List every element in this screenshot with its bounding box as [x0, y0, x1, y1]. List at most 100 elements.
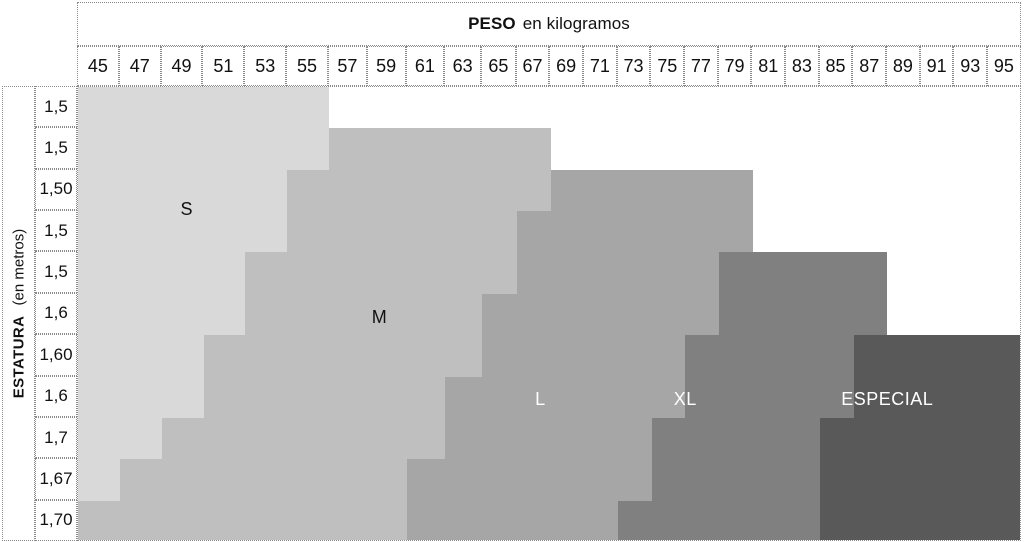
size-region-empty: [752, 169, 1020, 212]
weight-cell-53: 53: [244, 46, 287, 86]
weight-cell-87: 87: [852, 46, 887, 86]
matrix-row: [78, 376, 1020, 418]
size-region-empty: [752, 211, 1020, 253]
weight-cell-61: 61: [405, 46, 445, 86]
matrix-row: [78, 87, 1020, 129]
weight-cell-89: 89: [886, 46, 920, 86]
size-region-l: [445, 376, 686, 418]
height-cell-8: 1,7: [35, 416, 77, 459]
weight-cell-73: 73: [616, 46, 651, 86]
size-region-especial: [819, 417, 1020, 460]
weight-cell-51: 51: [202, 46, 245, 86]
size-region-m: [287, 169, 552, 212]
size-region-s: [78, 169, 288, 212]
weight-cell-85: 85: [818, 46, 853, 86]
size-region-m: [119, 459, 408, 501]
matrix-row: [78, 169, 1020, 212]
matrix-row: [78, 293, 1020, 336]
size-region-l: [516, 211, 754, 253]
matrix-row: [78, 417, 1020, 460]
size-region-xl: [718, 252, 888, 294]
size-region-m: [161, 417, 446, 460]
size-region-s: [78, 335, 205, 377]
peso-header: PESO en kilogramos: [77, 2, 1021, 46]
size-region-empty: [887, 293, 1020, 336]
size-region-xl: [617, 500, 821, 540]
size-region-m: [245, 293, 483, 336]
size-region-m: [203, 335, 483, 377]
matrix-row: [78, 128, 1020, 170]
height-cell-2: 1,50: [35, 168, 77, 211]
weight-cell-45: 45: [77, 46, 119, 86]
size-region-l: [406, 500, 619, 540]
corner-blank: [0, 0, 77, 86]
height-cell-5: 1,6: [35, 292, 77, 335]
height-cell-10: 1,70: [35, 499, 77, 541]
weight-cell-75: 75: [650, 46, 685, 86]
size-region-s: [78, 376, 205, 418]
size-region-s: [78, 211, 288, 253]
size-region-s: [78, 417, 163, 460]
size-region-m: [329, 128, 552, 170]
size-region-l: [445, 417, 653, 460]
size-region-l: [482, 335, 686, 377]
size-region-m: [245, 252, 518, 294]
peso-title-strong: PESO: [468, 14, 516, 33]
matrix-row: [78, 459, 1020, 501]
weight-cell-57: 57: [327, 46, 367, 86]
weight-cell-77: 77: [684, 46, 718, 86]
size-region-xl: [685, 335, 855, 377]
weight-cell-67: 67: [515, 46, 550, 86]
height-cell-9: 1,67: [35, 458, 77, 500]
weight-cell-83: 83: [785, 46, 819, 86]
size-region-empty: [329, 87, 1020, 129]
estatura-title-light: (en metros): [10, 228, 27, 306]
size-matrix: S M L XL ESPECIAL: [77, 86, 1021, 541]
size-region-l: [550, 169, 754, 212]
size-region-l: [482, 293, 720, 336]
size-region-empty: [550, 128, 1020, 170]
size-region-especial: [819, 500, 1020, 540]
height-cell-6: 1,60: [35, 334, 77, 376]
size-region-l: [516, 252, 720, 294]
weight-cell-93: 93: [953, 46, 988, 86]
size-region-xl: [651, 459, 821, 501]
weight-axis-row: 45 47 49 51 53 55 57 59 61 63 65 67 69 71 73 75 77 79 81 83…: [77, 46, 1021, 86]
size-region-s: [78, 128, 330, 170]
height-axis-column: 1,5 1,5 1,50 1,5 1,5 1,6 1,60 1,6 1,7 1,67 1,70: [35, 86, 77, 541]
size-region-l: [406, 459, 653, 501]
height-cell-3: 1,5: [35, 210, 77, 252]
weight-cell-79: 79: [717, 46, 752, 86]
size-region-s: [78, 293, 246, 336]
weight-cell-69: 69: [549, 46, 584, 86]
matrix-row: [78, 252, 1020, 294]
size-region-empty: [887, 252, 1020, 294]
matrix-row: [78, 335, 1020, 377]
matrix-row: [78, 500, 1020, 540]
size-region-xl: [718, 293, 888, 336]
weight-cell-55: 55: [286, 46, 328, 86]
size-region-xl: [651, 417, 821, 460]
size-region-xl: [685, 376, 855, 418]
weight-cell-59: 59: [366, 46, 406, 86]
weight-cell-95: 95: [987, 46, 1021, 86]
matrix-row: [78, 211, 1020, 253]
weight-cell-49: 49: [160, 46, 203, 86]
size-region-s: [78, 87, 330, 129]
height-cell-7: 1,6: [35, 375, 77, 417]
height-cell-4: 1,5: [35, 251, 77, 293]
size-region-m: [203, 376, 446, 418]
size-region-especial: [819, 459, 1020, 501]
weight-cell-71: 71: [583, 46, 617, 86]
peso-title-light: en kilogramos: [522, 14, 630, 33]
weight-cell-81: 81: [751, 46, 786, 86]
weight-cell-63: 63: [444, 46, 481, 86]
height-cell-0: 1,5: [35, 86, 77, 128]
estatura-title-strong: ESTATURA: [10, 315, 27, 399]
size-region-m: [78, 500, 408, 540]
weight-cell-65: 65: [481, 46, 516, 86]
height-cell-1: 1,5: [35, 127, 77, 169]
size-region-m: [287, 211, 518, 253]
weight-cell-91: 91: [919, 46, 954, 86]
